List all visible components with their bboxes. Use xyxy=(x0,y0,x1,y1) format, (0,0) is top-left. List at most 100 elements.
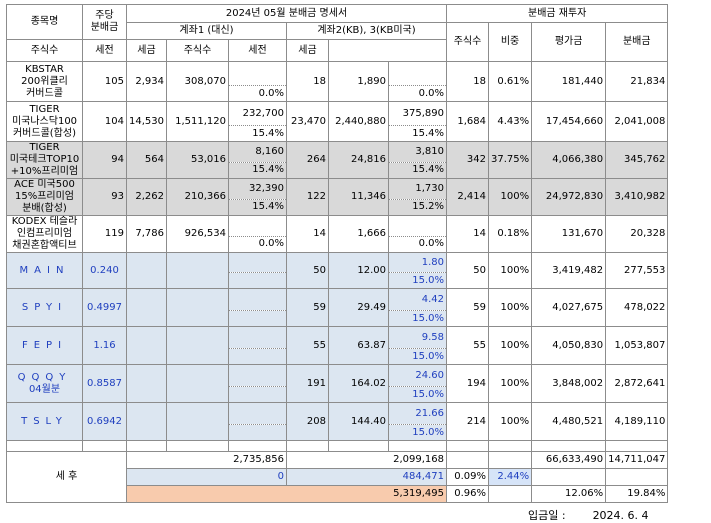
cell-a2-rate[interactable]: 15.0% xyxy=(388,272,447,289)
cell-dividend[interactable]: 478,022 xyxy=(605,288,669,327)
cell-a2-pretax[interactable]: 29.49 xyxy=(328,288,389,327)
cell-a1-shares[interactable] xyxy=(126,402,167,441)
summary-dividend-pct[interactable]: 19.84% xyxy=(605,485,669,503)
cell-valuation[interactable]: 17,454,660 xyxy=(531,101,607,142)
cell-a2-rate[interactable]: 15.4% xyxy=(388,162,447,180)
cell-dividend[interactable]: 4,189,110 xyxy=(605,402,669,441)
cell-a1-shares[interactable]: 2,262 xyxy=(126,178,167,216)
cell-a1-shares[interactable]: 564 xyxy=(126,141,167,179)
header-dividend[interactable]: 분배금 xyxy=(605,22,669,62)
cell-a1-tax[interactable] xyxy=(228,364,287,387)
cell-ratio[interactable]: 0.18% xyxy=(487,215,533,253)
cell-a1-tax[interactable] xyxy=(228,252,287,273)
cell-a1-pretax[interactable]: 210,366 xyxy=(166,178,229,216)
summary-dividend-total[interactable]: 14,711,047 xyxy=(605,451,669,469)
summary-grand-total[interactable]: 5,319,495 xyxy=(126,485,447,503)
cell-a2-rate[interactable]: 15.0% xyxy=(388,424,447,441)
cell-a1-rate[interactable]: 15.4% xyxy=(228,162,287,180)
summary-usd-pct[interactable]: 0.09% xyxy=(446,468,489,486)
cell-reinvest-shares[interactable]: 55 xyxy=(446,326,489,365)
summary-usd-a1[interactable]: 0 xyxy=(126,468,287,486)
cell-name[interactable]: TIGER 미국나스닥100 커버드콜(합성) xyxy=(6,101,83,142)
summary-empty-1[interactable] xyxy=(446,451,489,469)
summary-usd-ratio[interactable]: 2.44% xyxy=(487,468,533,486)
cell-a1-rate[interactable]: 15.4% xyxy=(228,125,287,142)
cell-a1-tax[interactable]: 32,390 xyxy=(228,178,287,200)
cell-a2-tax[interactable]: 21.66 xyxy=(388,402,447,425)
cell-ratio[interactable]: 100% xyxy=(487,178,533,216)
cell-valuation[interactable]: 4,050,830 xyxy=(531,326,607,365)
summary-empty-3[interactable] xyxy=(531,468,607,486)
cell-a1-shares[interactable] xyxy=(126,288,167,327)
cell-dps[interactable]: 104 xyxy=(82,101,127,142)
cell-reinvest-shares[interactable]: 50 xyxy=(446,252,489,289)
cell-ratio[interactable]: 0.61% xyxy=(487,61,533,102)
cell-a1-shares[interactable]: 7,786 xyxy=(126,215,167,253)
cell-a1-rate[interactable] xyxy=(228,272,287,289)
cell-a2-pretax[interactable]: 1,890 xyxy=(328,61,389,102)
cell-a2-shares[interactable]: 191 xyxy=(286,364,329,403)
cell-reinvest-shares[interactable]: 214 xyxy=(446,402,489,441)
cell-dividend[interactable]: 20,328 xyxy=(605,215,669,253)
cell-a1-tax[interactable]: 8,160 xyxy=(228,141,287,163)
cell-a1-tax[interactable] xyxy=(228,326,287,349)
header-a2-pretax[interactable]: 세전 xyxy=(228,39,287,62)
header-name[interactable]: 종목명 xyxy=(6,4,83,40)
cell-dps[interactable]: 0.8587 xyxy=(82,364,127,403)
cell-a2-pretax[interactable]: 12.00 xyxy=(328,252,389,289)
summary-empty-2[interactable] xyxy=(487,451,533,469)
cell-a2-shares[interactable]: 59 xyxy=(286,288,329,327)
summary-empty-4[interactable] xyxy=(605,468,669,486)
cell-a2-pretax[interactable]: 11,346 xyxy=(328,178,389,216)
cell-a2-shares[interactable]: 14 xyxy=(286,215,329,253)
summary-a2-total[interactable]: 2,099,168 xyxy=(286,451,447,469)
cell-a2-tax[interactable]: 1.80 xyxy=(388,252,447,273)
header-a2-tax[interactable]: 세금 xyxy=(286,39,329,62)
cell-valuation[interactable]: 4,027,675 xyxy=(531,288,607,327)
cell-dps[interactable]: 119 xyxy=(82,215,127,253)
summary-a1-total[interactable]: 2,735,856 xyxy=(126,451,287,469)
cell-a1-shares[interactable] xyxy=(126,252,167,289)
cell-a1-rate[interactable] xyxy=(228,424,287,441)
cell-reinvest-shares[interactable]: 14 xyxy=(446,215,489,253)
cell-ratio[interactable]: 100% xyxy=(487,252,533,289)
cell-reinvest-shares[interactable]: 18 xyxy=(446,61,489,102)
cell-reinvest-shares[interactable]: 1,684 xyxy=(446,101,489,142)
cell-a1-shares[interactable] xyxy=(126,326,167,365)
cell-dps[interactable]: 93 xyxy=(82,178,127,216)
cell-a1-tax[interactable] xyxy=(228,61,287,86)
cell-a2-rate[interactable]: 15.0% xyxy=(388,348,447,365)
cell-a1-pretax[interactable] xyxy=(166,326,229,365)
summary-valuation-total[interactable]: 66,633,490 xyxy=(531,451,607,469)
cell-a2-pretax[interactable]: 164.02 xyxy=(328,364,389,403)
cell-dps[interactable]: 1.16 xyxy=(82,326,127,365)
header-reinvest-shares[interactable]: 주식수 xyxy=(446,22,489,62)
cell-a2-tax[interactable]: 375,890 xyxy=(388,101,447,126)
header-reinvest[interactable]: 분배금 재투자 xyxy=(445,4,669,23)
cell-name[interactable]: KODEX 테슬라 인컴프리미엄 채권혼합액티브 xyxy=(6,215,83,253)
cell-a2-rate[interactable]: 0.0% xyxy=(388,236,447,254)
cell-valuation[interactable]: 3,848,002 xyxy=(531,364,607,403)
cell-a2-shares[interactable]: 55 xyxy=(286,326,329,365)
cell-a2-tax[interactable]: 24.60 xyxy=(388,364,447,387)
summary-usd-a2[interactable]: 484,471 xyxy=(286,468,447,486)
cell-name[interactable]: SPYI xyxy=(6,288,83,327)
cell-a1-rate[interactable]: 0.0% xyxy=(228,236,287,254)
cell-dividend[interactable]: 2,872,641 xyxy=(605,364,669,403)
header-a1-pretax[interactable]: 세전 xyxy=(82,39,127,62)
cell-a1-pretax[interactable]: 308,070 xyxy=(166,61,229,102)
cell-a2-rate[interactable]: 15.2% xyxy=(388,199,447,217)
header-per-share[interactable]: 주당 분배금 xyxy=(82,4,127,40)
cell-ratio[interactable]: 100% xyxy=(487,364,533,403)
cell-a1-pretax[interactable] xyxy=(166,364,229,403)
cell-a1-rate[interactable] xyxy=(228,386,287,403)
cell-a1-pretax[interactable]: 53,016 xyxy=(166,141,229,179)
header-valuation[interactable]: 평가금 xyxy=(531,22,607,62)
cell-a2-tax[interactable] xyxy=(388,61,447,86)
cell-a2-rate[interactable]: 15.0% xyxy=(388,310,447,327)
cell-dps[interactable]: 105 xyxy=(82,61,127,102)
summary-grand-pct[interactable]: 0.96% xyxy=(446,485,489,503)
cell-a1-rate[interactable]: 0.0% xyxy=(228,85,287,102)
cell-a2-pretax[interactable]: 1,666 xyxy=(328,215,389,253)
header-account2[interactable]: 계좌2(KB), 3(KB미국) xyxy=(286,22,447,40)
